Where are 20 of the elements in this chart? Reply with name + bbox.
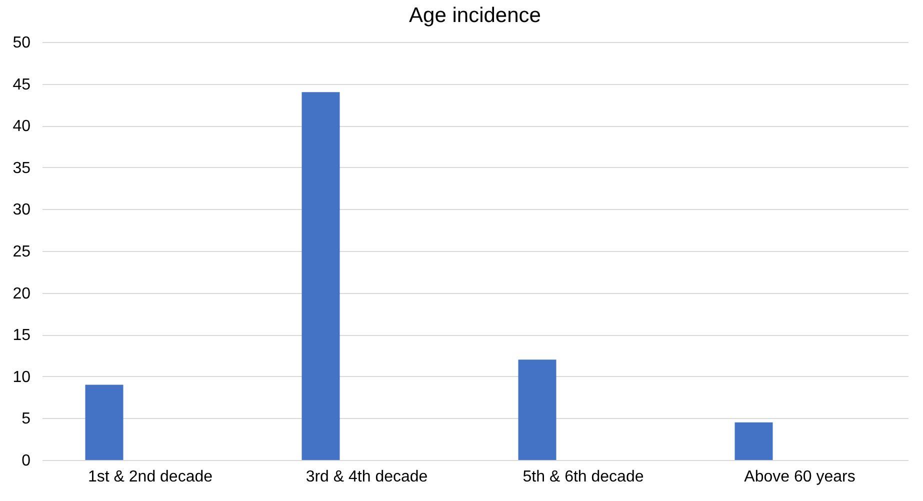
x-tick-label: 1st & 2nd decade	[88, 468, 213, 486]
chart-title: Age incidence	[409, 4, 541, 27]
y-tick-label: 50	[12, 34, 31, 52]
x-tick-label: 5th & 6th decade	[522, 468, 644, 486]
x-tick-label: 3rd & 4th decade	[306, 468, 428, 486]
bar	[518, 360, 556, 460]
y-tick-label: 15	[12, 327, 31, 344]
y-tick-label: 30	[12, 202, 31, 219]
y-tick-label: 0	[22, 452, 31, 470]
y-tick-label: 25	[12, 244, 31, 260]
bar	[734, 422, 773, 460]
bar	[302, 92, 340, 460]
y-tick-label: 20	[12, 285, 31, 302]
y-tick-label: 35	[12, 160, 31, 177]
y-tick-label: 10	[12, 368, 31, 386]
bar	[85, 384, 124, 460]
x-tick-label: Above 60 years	[744, 468, 856, 486]
y-tick-label: 45	[12, 76, 31, 94]
y-tick-label: 5	[22, 410, 31, 428]
y-tick-label: 40	[12, 118, 31, 136]
